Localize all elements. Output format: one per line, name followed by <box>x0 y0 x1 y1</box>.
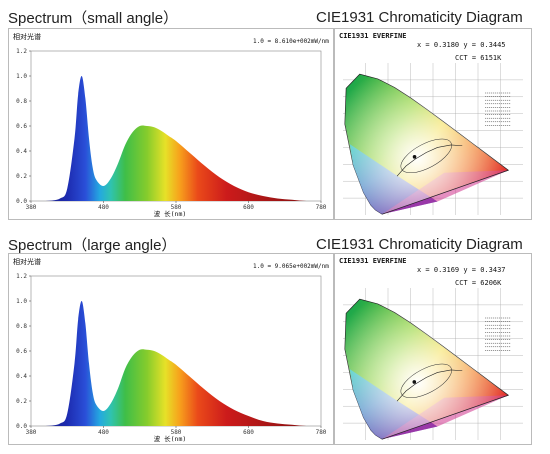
x-tick-label: 480 <box>98 204 109 211</box>
panel-title: 相对光谱 <box>13 32 41 41</box>
x-axis-label: 波 长(nm) <box>154 434 187 443</box>
cct-readout: CCT = 6206K <box>455 279 502 287</box>
y-tick-label: 1.0 <box>16 298 27 305</box>
cie-chart: CIE1931 EVERFINE x = 0.3180 y = 0.3445 C… <box>334 28 532 220</box>
x-tick-label: 780 <box>316 204 327 211</box>
xy-readout: x = 0.3180 y = 0.3445 <box>417 41 506 49</box>
spectrum-area <box>31 300 321 426</box>
xy-readout: x = 0.3169 y = 0.3437 <box>417 266 506 274</box>
spectrum-heading: Spectrum（small angle） <box>8 10 179 27</box>
white-ellipse <box>400 138 452 174</box>
x-tick-label: 780 <box>316 429 327 436</box>
cie-chart: CIE1931 EVERFINE x = 0.3169 y = 0.3437 C… <box>334 253 532 445</box>
planckian-locus <box>396 144 463 177</box>
cie-white-region <box>344 74 509 215</box>
x-tick-label: 680 <box>243 204 254 211</box>
scale-label: 1.0 = 8.610e+002mW/nm <box>253 38 329 45</box>
y-tick-label: 0.6 <box>16 348 27 355</box>
cie-diagram: CIE1931 EVERFINE x = 0.3180 y = 0.3445 C… <box>339 32 523 215</box>
spectrum-heading: Spectrum（large angle） <box>8 237 177 254</box>
x-tick-label: 680 <box>243 429 254 436</box>
white-ellipse <box>400 363 452 399</box>
cie-white-region <box>344 299 509 440</box>
y-tick-label: 0.8 <box>16 323 27 330</box>
cct-readout: CCT = 6151K <box>455 54 502 62</box>
cie-diagram: CIE1931 EVERFINE x = 0.3169 y = 0.3437 C… <box>339 257 523 440</box>
panel-title: 相对光谱 <box>13 257 41 266</box>
scale-label: 1.0 = 9.065e+002mW/nm <box>253 263 329 270</box>
measured-point <box>412 380 417 384</box>
y-tick-label: 0.0 <box>16 198 27 205</box>
y-tick-label: 0.4 <box>16 373 27 380</box>
measured-point <box>412 155 417 159</box>
y-tick-label: 1.2 <box>16 48 27 55</box>
spectrum-area <box>31 75 321 201</box>
planckian-locus <box>396 369 463 402</box>
y-tick-label: 0.0 <box>16 423 27 430</box>
spectrum-plot: 相对光谱 1.0 = 8.610e+002mW/nm 0.0 0.2 0.4 0.6 0… <box>13 32 329 218</box>
y-tick-label: 0.4 <box>16 148 27 155</box>
cie-purple-line <box>382 394 509 440</box>
x-tick-label: 580 <box>171 204 182 211</box>
y-tick-label: 0.6 <box>16 123 27 130</box>
x-tick-label: 580 <box>171 429 182 436</box>
cie-header: CIE1931 EVERFINE <box>339 32 406 40</box>
x-tick-label: 380 <box>26 204 37 211</box>
cie-heading: CIE1931 Chromaticity Diagram <box>316 9 523 26</box>
cie-heading: CIE1931 Chromaticity Diagram <box>316 236 523 253</box>
x-tick-label: 380 <box>26 429 37 436</box>
y-tick-label: 1.2 <box>16 273 27 280</box>
y-tick-label: 1.0 <box>16 73 27 80</box>
cie-header: CIE1931 EVERFINE <box>339 257 406 265</box>
y-tick-label: 0.8 <box>16 98 27 105</box>
x-axis-label: 波 长(nm) <box>154 209 187 218</box>
spectrum-chart: 相对光谱 1.0 = 9.065e+002mW/nm 0.0 0.2 0.4 0.6 0… <box>8 253 334 445</box>
spectrum-chart: 相对光谱 1.0 = 8.610e+002mW/nm 0.0 0.2 0.4 0.6 0… <box>8 28 334 220</box>
x-tick-label: 480 <box>98 429 109 436</box>
spectrum-plot: 相对光谱 1.0 = 9.065e+002mW/nm 0.0 0.2 0.4 0.6 0… <box>13 257 329 443</box>
cie-purple-line <box>382 169 509 215</box>
y-tick-label: 0.2 <box>16 173 27 180</box>
y-tick-label: 0.2 <box>16 398 27 405</box>
